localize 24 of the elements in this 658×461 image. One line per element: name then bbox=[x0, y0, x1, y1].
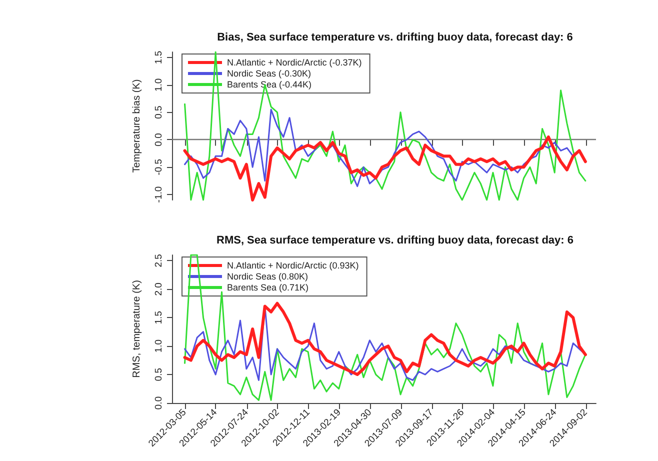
y-axis-title: Temperature bias (K) bbox=[132, 79, 142, 173]
legend-label: N.Atlantic + Nordic/Arctic (-0.37K) bbox=[227, 58, 362, 68]
y-tick-label: 0.0 bbox=[154, 133, 164, 146]
y-tick-label: 0.5 bbox=[154, 368, 164, 382]
y-tick-label: -0.5 bbox=[154, 158, 164, 176]
chart-title: Bias, Sea surface temperature vs. drifting buoy data, forecast day: 6 bbox=[217, 32, 573, 44]
y-tick-label: 1.5 bbox=[154, 311, 164, 324]
y-tick-label: 1.0 bbox=[154, 339, 164, 353]
line-series bbox=[184, 254, 586, 401]
y-tick-label: 1.5 bbox=[154, 50, 164, 64]
y-axis-title: RMS, temperature (K) bbox=[132, 280, 142, 378]
legend-label: Barents Sea (0.71K) bbox=[227, 282, 309, 292]
line-series bbox=[183, 135, 587, 202]
legend-label: N.Atlantic + Nordic/Arctic (0.93K) bbox=[227, 260, 359, 270]
line-series bbox=[184, 51, 586, 201]
y-tick-label: -1.0 bbox=[154, 186, 164, 203]
y-tick-label: 2.0 bbox=[154, 282, 164, 296]
legend-label: Nordic Seas (0.80K) bbox=[227, 272, 308, 282]
y-tick-label: 2.5 bbox=[154, 254, 164, 268]
chart-title: RMS, Sea surface temperature vs. drifting buoy data, forecast day: 6 bbox=[216, 234, 574, 246]
legend-label: Nordic Seas (-0.30K) bbox=[227, 68, 312, 78]
y-tick-label: 0.0 bbox=[154, 396, 164, 410]
y-tick-label: 1.0 bbox=[154, 78, 164, 92]
y-tick-label: 0.5 bbox=[154, 106, 164, 119]
